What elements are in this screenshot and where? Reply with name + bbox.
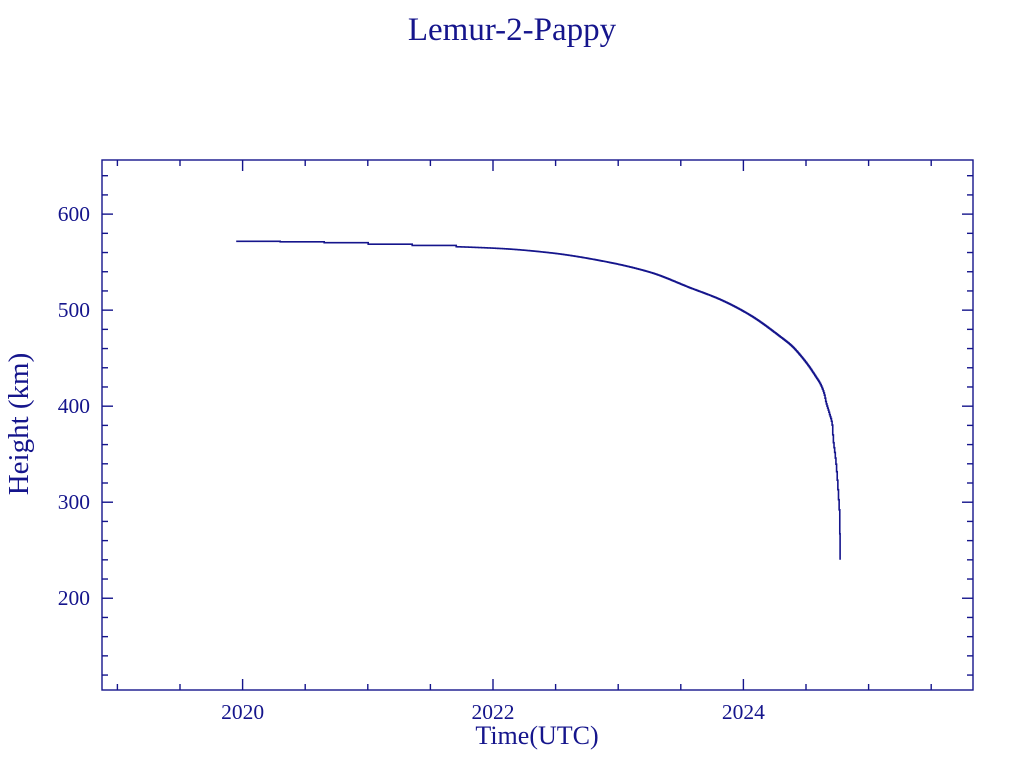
svg-text:600: 600 — [58, 202, 90, 226]
svg-text:300: 300 — [58, 490, 90, 514]
svg-text:Height (km): Height (km) — [3, 353, 35, 496]
svg-text:Lemur-2-Pappy: Lemur-2-Pappy — [408, 12, 617, 48]
svg-text:2024: 2024 — [722, 700, 765, 724]
svg-text:400: 400 — [58, 394, 90, 418]
svg-text:200: 200 — [58, 586, 90, 610]
svg-text:500: 500 — [58, 298, 90, 322]
svg-text:Time(UTC): Time(UTC) — [475, 721, 598, 750]
svg-text:2020: 2020 — [221, 700, 264, 724]
